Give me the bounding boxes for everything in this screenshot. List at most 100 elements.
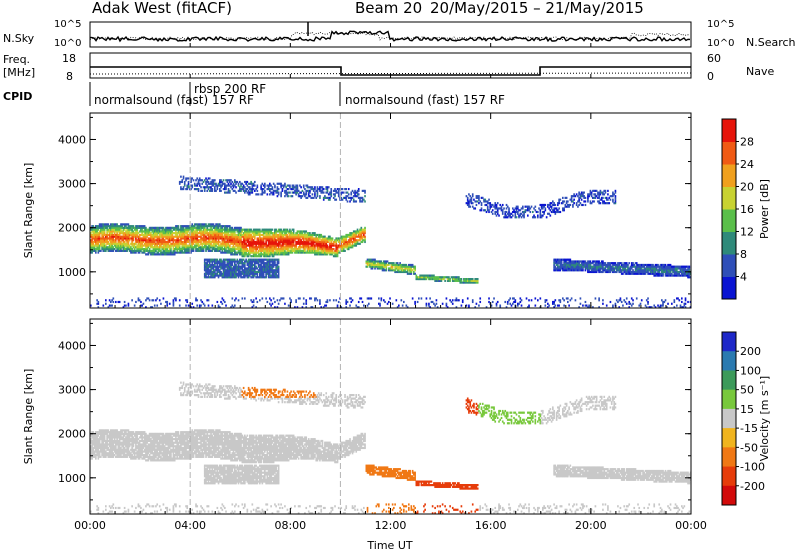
data-cell bbox=[102, 228, 105, 231]
data-cell bbox=[120, 226, 122, 229]
data-cell bbox=[568, 262, 570, 265]
data-cell bbox=[350, 239, 353, 242]
data-cell bbox=[350, 191, 353, 194]
data-cell bbox=[471, 299, 474, 302]
data-cell bbox=[301, 235, 304, 238]
data-cell bbox=[215, 189, 217, 192]
data-cell bbox=[271, 267, 274, 270]
data-cell bbox=[270, 270, 272, 274]
data-cell bbox=[354, 235, 356, 238]
data-cell bbox=[210, 180, 212, 184]
data-cell bbox=[237, 274, 240, 277]
data-cell bbox=[173, 253, 176, 256]
data-cell bbox=[335, 244, 338, 247]
data-cell bbox=[350, 297, 353, 300]
data-cell bbox=[304, 193, 306, 196]
data-cell bbox=[396, 269, 399, 272]
data-cell bbox=[307, 239, 310, 242]
data-cell bbox=[226, 235, 229, 238]
data-cell bbox=[111, 235, 113, 238]
data-cell bbox=[222, 244, 225, 247]
data-cell bbox=[151, 246, 154, 249]
data-cell bbox=[206, 226, 209, 229]
data-cell bbox=[162, 240, 165, 244]
data-cell bbox=[251, 265, 254, 268]
data-cell bbox=[105, 226, 107, 229]
data-cell bbox=[250, 228, 252, 231]
data-cell bbox=[242, 265, 245, 268]
nsearch-top-tick: 10^5 bbox=[707, 19, 735, 30]
data-cell bbox=[304, 195, 306, 198]
data-cell bbox=[495, 205, 498, 208]
data-cell bbox=[249, 262, 251, 265]
data-cell bbox=[535, 210, 538, 214]
data-cell bbox=[257, 228, 260, 231]
data-cell bbox=[201, 242, 204, 245]
data-cell bbox=[210, 246, 212, 249]
data-cell bbox=[266, 228, 269, 231]
data-cell bbox=[191, 248, 194, 251]
data-cell bbox=[567, 265, 569, 268]
data-cell bbox=[269, 265, 271, 268]
data-cell bbox=[231, 297, 234, 300]
data-cell bbox=[180, 251, 182, 254]
data-cell bbox=[332, 244, 335, 247]
data-cell bbox=[317, 240, 320, 244]
data-cell bbox=[181, 237, 184, 240]
data-cell bbox=[113, 240, 116, 244]
data-cell bbox=[215, 258, 217, 261]
data-cell bbox=[208, 223, 211, 226]
data-cell bbox=[286, 193, 289, 196]
data-cell bbox=[423, 276, 425, 279]
data-cell bbox=[98, 225, 101, 228]
data-cell bbox=[295, 233, 297, 237]
data-cell bbox=[369, 258, 371, 261]
data-cell bbox=[383, 269, 385, 272]
data-cell bbox=[267, 246, 270, 249]
data-cell bbox=[207, 239, 210, 242]
data-cell bbox=[210, 269, 212, 272]
data-cell bbox=[261, 262, 264, 265]
data-cell bbox=[166, 228, 169, 231]
data-cell bbox=[148, 244, 151, 247]
data-cell bbox=[92, 237, 95, 240]
data-cell bbox=[235, 237, 237, 240]
data-cell bbox=[187, 186, 190, 189]
data-cell bbox=[193, 233, 196, 237]
cpid-panel bbox=[89, 82, 341, 106]
data-cell bbox=[190, 188, 192, 191]
data-cell bbox=[207, 270, 210, 274]
data-cell bbox=[466, 279, 469, 282]
data-cell bbox=[401, 263, 404, 267]
data-cell bbox=[275, 189, 277, 192]
data-cell bbox=[559, 198, 562, 201]
data-cell bbox=[239, 249, 241, 252]
data-cell bbox=[265, 239, 267, 242]
data-cell bbox=[170, 253, 172, 256]
data-cell bbox=[250, 249, 252, 252]
data-cell bbox=[163, 239, 166, 242]
data-cell bbox=[103, 246, 106, 249]
data-cell bbox=[105, 225, 107, 228]
data-cell bbox=[93, 239, 96, 242]
data-cell bbox=[284, 189, 286, 192]
data-cell bbox=[250, 188, 252, 191]
data-cell bbox=[281, 230, 284, 233]
data-cell bbox=[239, 186, 241, 189]
data-cell bbox=[490, 205, 493, 208]
data-cell bbox=[156, 242, 159, 245]
data-cell bbox=[414, 269, 416, 272]
data-cell bbox=[277, 248, 280, 251]
data-cell bbox=[171, 253, 174, 256]
data-cell bbox=[281, 244, 284, 247]
data-cell bbox=[190, 180, 192, 184]
data-cell bbox=[344, 249, 346, 252]
data-cell bbox=[170, 230, 172, 233]
data-cell bbox=[493, 205, 495, 208]
data-cell bbox=[357, 188, 360, 191]
data-cell bbox=[286, 188, 289, 191]
data-cell bbox=[234, 240, 236, 244]
data-cell bbox=[221, 233, 224, 237]
data-cell bbox=[181, 233, 184, 237]
data-cell bbox=[230, 258, 232, 261]
